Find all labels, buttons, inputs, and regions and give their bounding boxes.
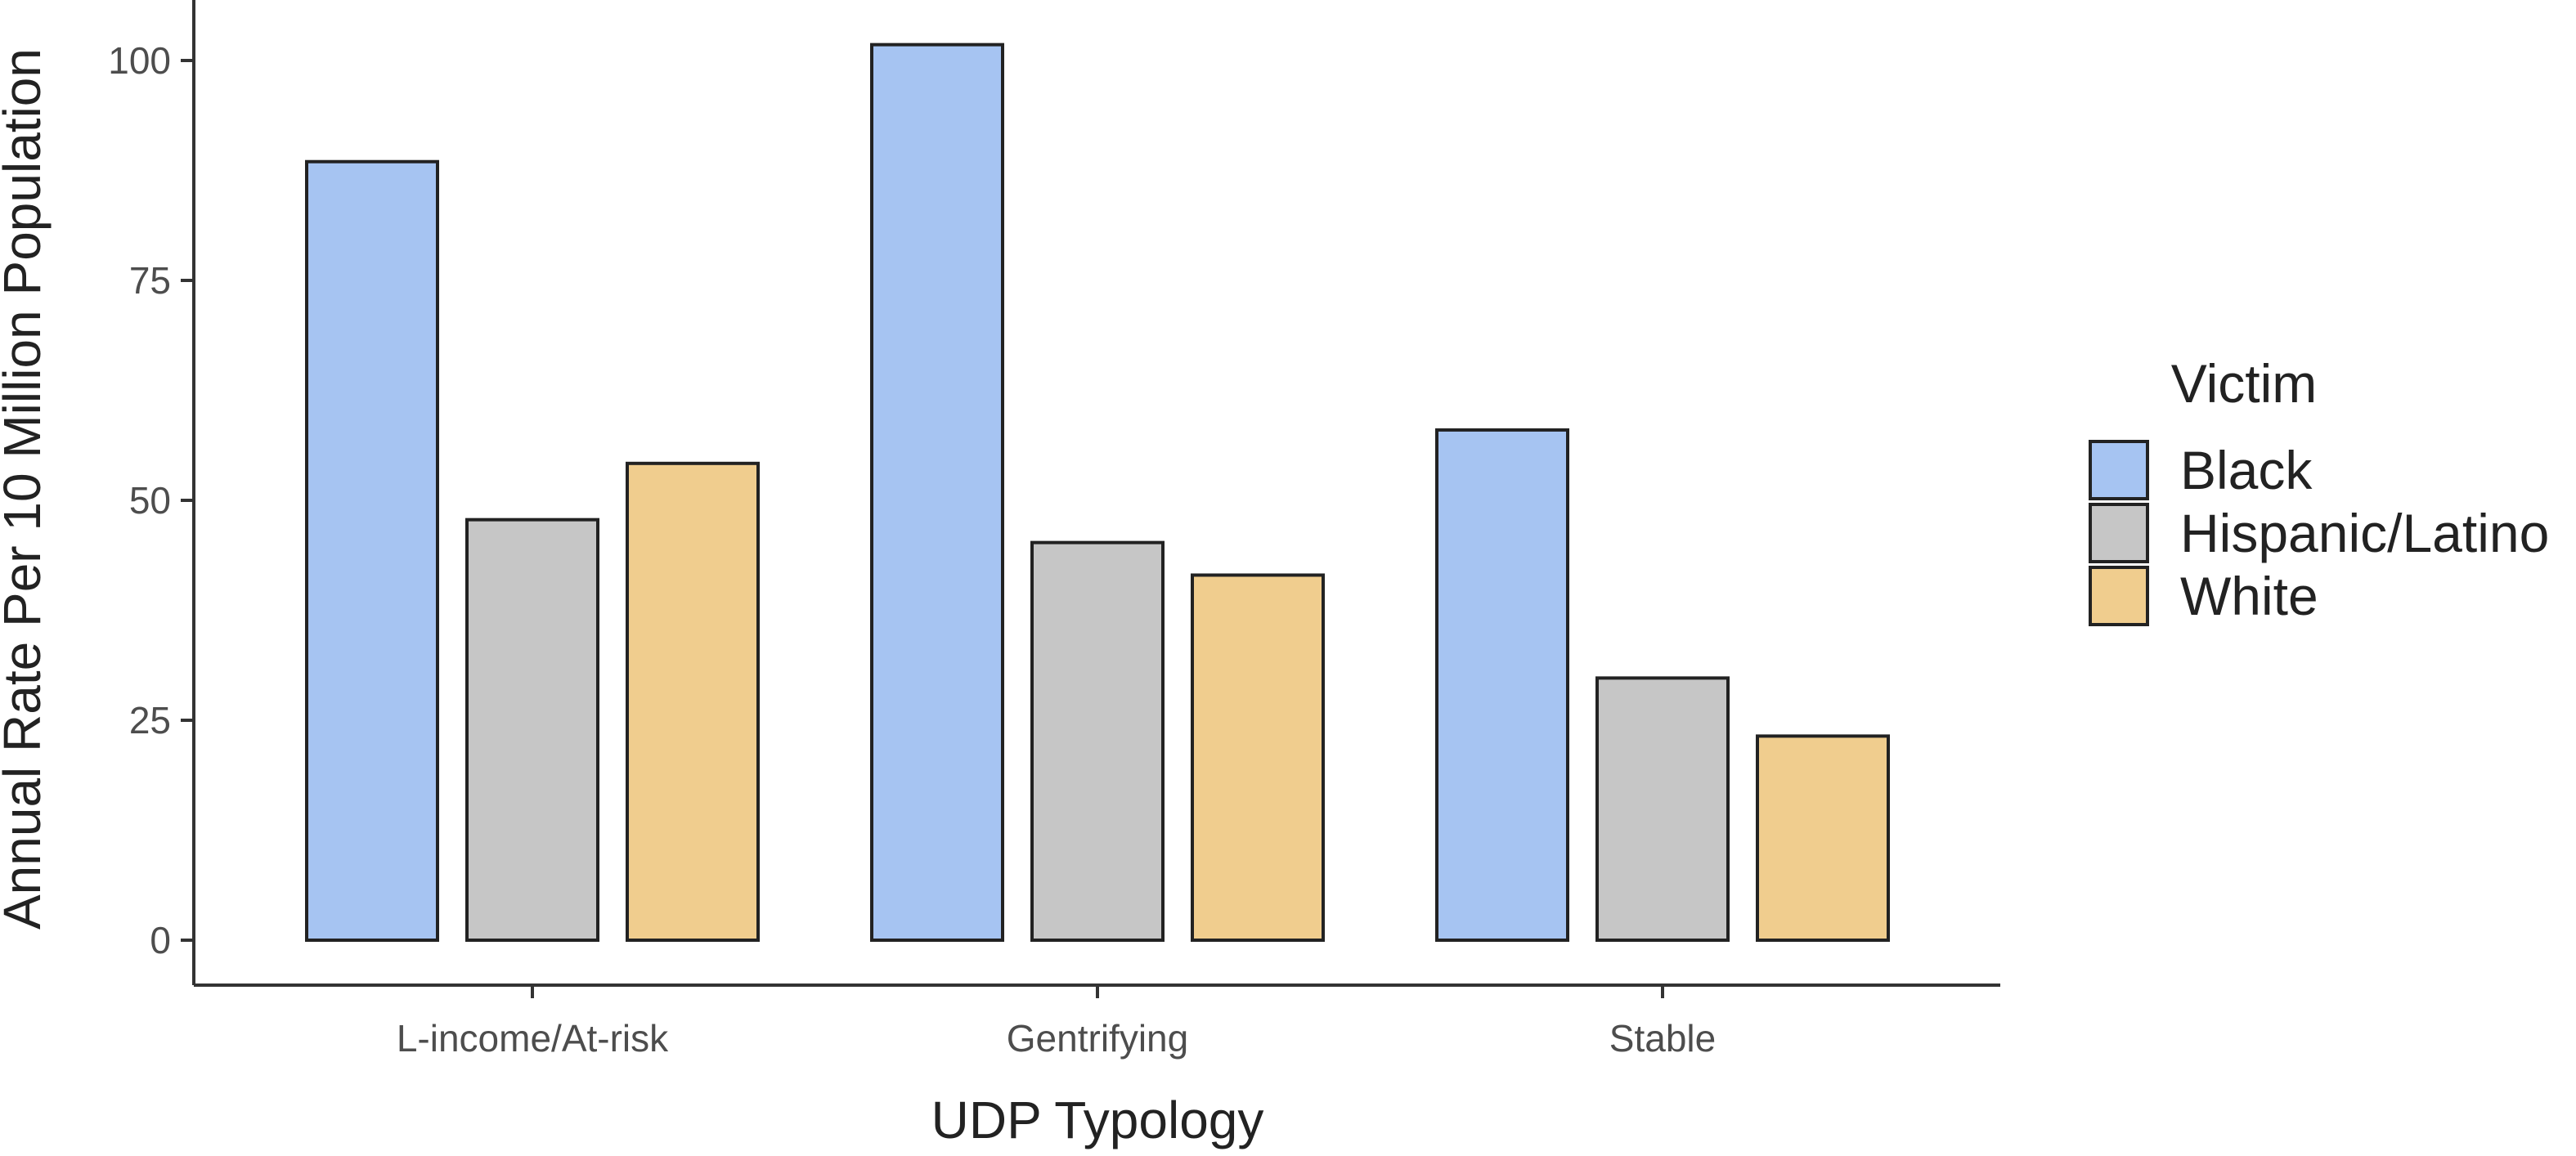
legend-key-hispanic-latino: [2089, 503, 2149, 563]
bar-hispanic-latino-gentrifying: [1030, 540, 1165, 942]
legend-title: Victim: [2171, 353, 2317, 414]
x-tick-label: L-income/At-risk: [397, 1017, 669, 1060]
legend-label: White: [2180, 566, 2318, 626]
y-tick-label: 0: [150, 919, 171, 961]
bar-white-stable: [1756, 734, 1890, 942]
bar-black-stable: [1435, 428, 1569, 942]
bar-white-gentrifying: [1191, 573, 1325, 943]
bar-black-l-income-at-risk: [305, 159, 439, 943]
x-tick-label: Gentrifying: [1007, 1017, 1188, 1060]
x-tick-label: Stable: [1609, 1017, 1716, 1060]
legend-label: Black: [2180, 440, 2313, 500]
bar-hispanic-latino-stable: [1595, 676, 1730, 942]
legend-key-white: [2089, 566, 2149, 626]
y-axis-title: Annual Rate Per 10 Million Population: [0, 48, 52, 930]
y-tick-label: 50: [129, 479, 171, 522]
bar-white-l-income-at-risk: [626, 461, 760, 942]
x-axis: L-income/At-risk Gentrifying Stable: [194, 983, 2000, 1060]
bars-group: [305, 43, 1890, 943]
y-axis: 0 25 50 75 100: [108, 0, 195, 985]
legend-label: Hispanic/Latino: [2180, 503, 2549, 563]
bar-hispanic-latino-l-income-at-risk: [465, 518, 599, 942]
legend-key-black: [2089, 440, 2149, 500]
y-tick-label: 75: [129, 259, 171, 302]
y-tick-label: 25: [129, 699, 171, 742]
bar-black-gentrifying: [870, 43, 1004, 943]
x-axis-title: UDP Typology: [931, 1091, 1264, 1149]
y-tick-label: 100: [108, 39, 171, 82]
